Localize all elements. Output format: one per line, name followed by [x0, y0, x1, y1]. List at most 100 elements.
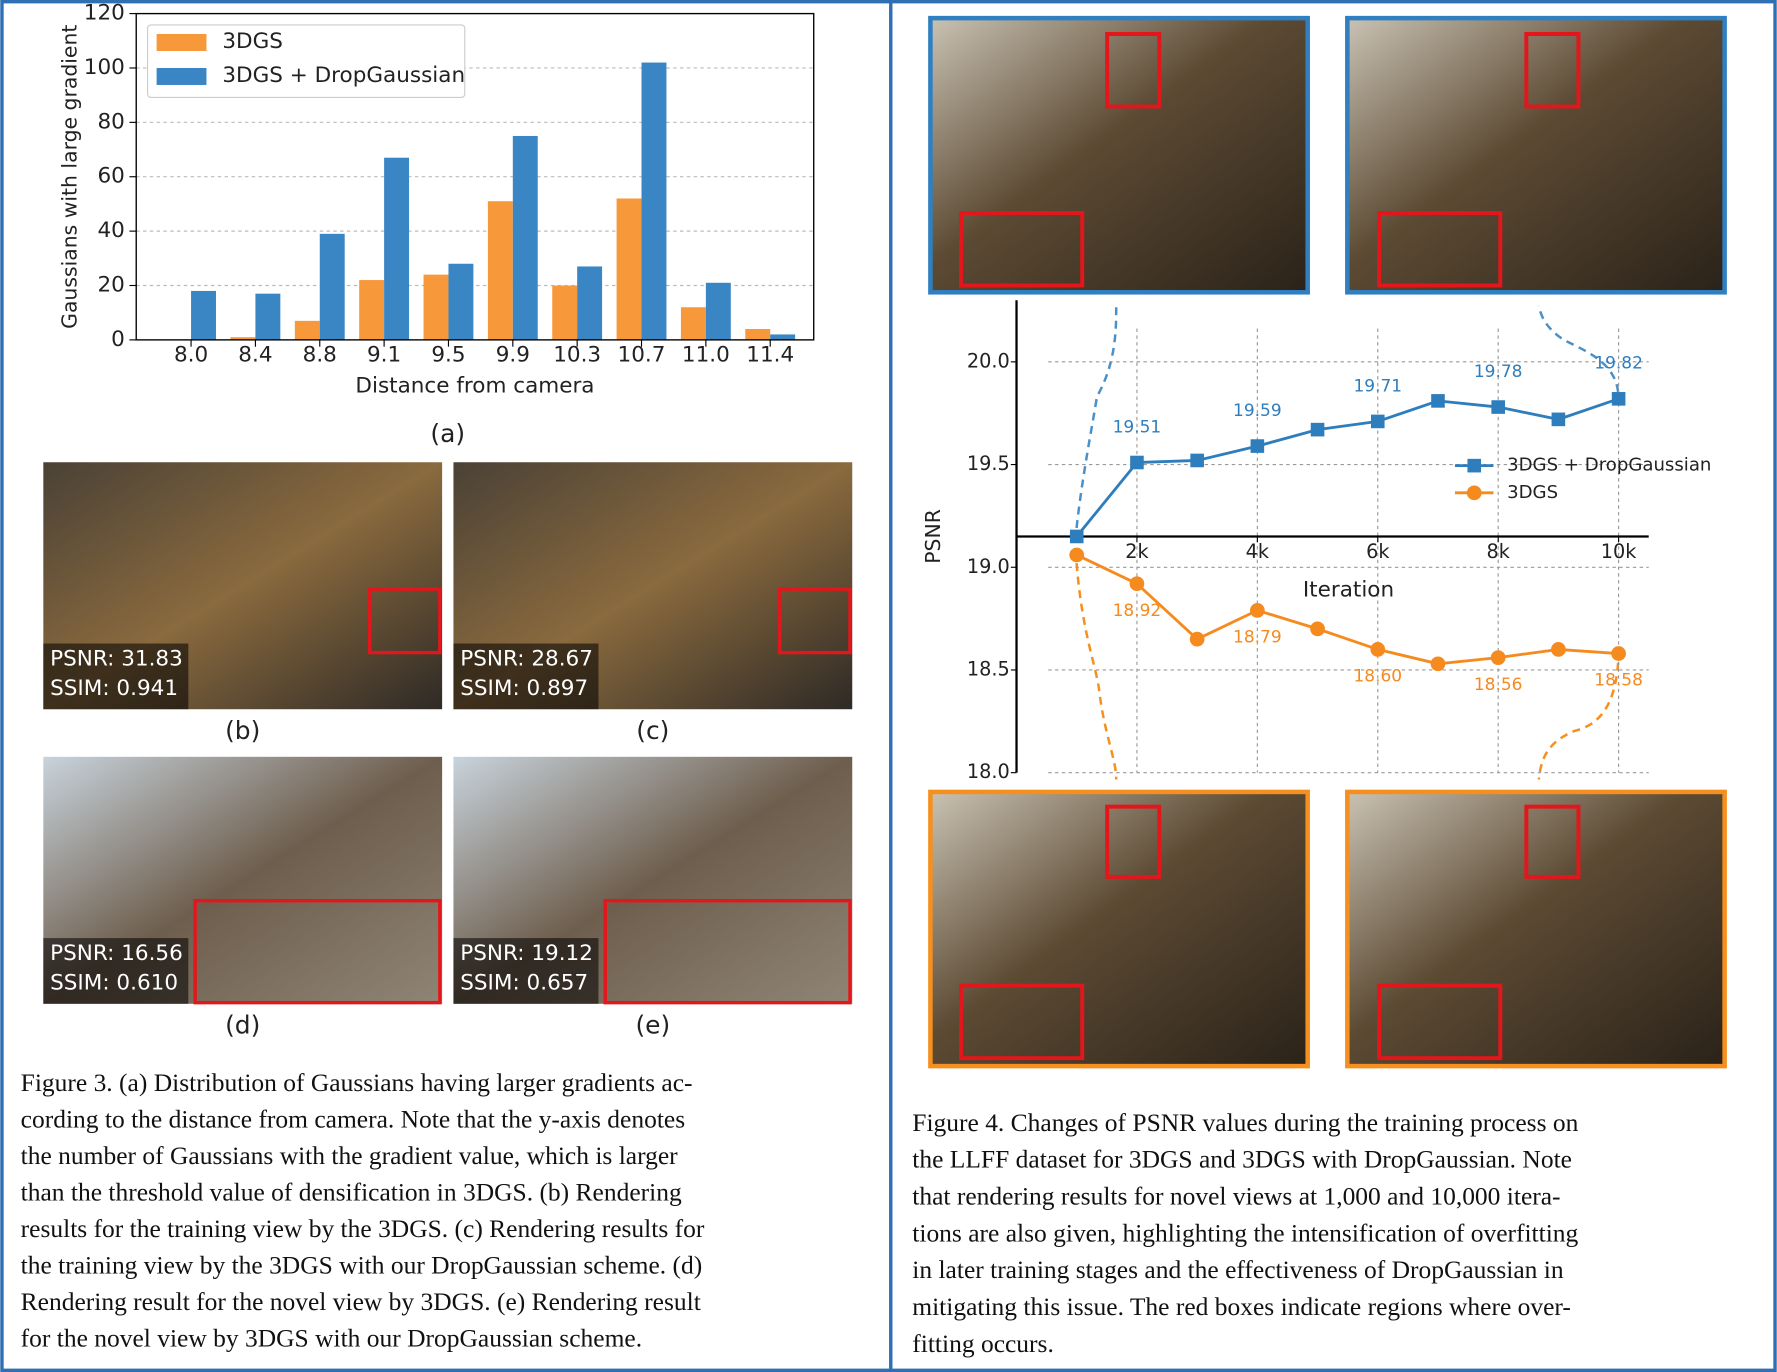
y-tick-label: 100: [84, 55, 125, 80]
bar: [384, 157, 410, 340]
y-tick-label: 60: [98, 164, 125, 189]
legend-swatch: [156, 33, 207, 51]
overlay: [453, 938, 599, 1004]
psnr: PSNR: 19.12: [460, 941, 593, 966]
caption-line: cording to the distance from camera. Not…: [21, 1105, 686, 1134]
bar: [255, 293, 281, 340]
legend-label: 3DGS + DropGaussian: [222, 63, 465, 88]
marker: [1491, 400, 1505, 414]
red-box: [1524, 804, 1581, 879]
bar: [423, 274, 449, 340]
value-label: 19.51: [1113, 417, 1162, 437]
psnr: PSNR: 16.56: [50, 941, 183, 966]
bar: [641, 62, 667, 340]
red-box: [778, 587, 852, 655]
caption-line: in later training stages and the effecti…: [912, 1255, 1564, 1284]
bar: [552, 285, 578, 340]
caption-line: fitting occurs.: [912, 1329, 1054, 1358]
marker: [1069, 547, 1085, 563]
bar: [745, 329, 771, 340]
marker: [1069, 529, 1084, 544]
bar: [487, 201, 513, 340]
caption-line: mitigating this issue. The red boxes ind…: [912, 1292, 1571, 1321]
caption-fig3: Figure 3. (a) Distribution of Gaussians …: [21, 1068, 705, 1352]
marker: [1190, 453, 1204, 468]
photo-d: PSNR: 16.56 SSIM: 0.610: [43, 756, 443, 1005]
x-tick-label: 4k: [1246, 540, 1270, 563]
caption-line: the training view by the 3DGS with our D…: [21, 1251, 703, 1280]
x-tick-label: 9.5: [431, 343, 465, 368]
panel-label: (d): [225, 1010, 260, 1039]
x-tick-label: 8.0: [174, 343, 208, 368]
marker: [1129, 576, 1145, 592]
arrow: [1075, 562, 1118, 780]
y-tick-label: 80: [98, 109, 125, 134]
legend-label: 3DGS: [1507, 482, 1558, 503]
y-tick-label: 20.0: [967, 349, 1010, 372]
marker: [1250, 439, 1265, 453]
marker: [1490, 650, 1506, 666]
red-box: [1105, 804, 1162, 879]
x-tick-label: 10k: [1601, 540, 1637, 563]
x-tick-label: 8.8: [303, 343, 337, 368]
red-box: [193, 898, 442, 1005]
x-tick-label: 8k: [1486, 540, 1510, 563]
value-label: 19.71: [1353, 376, 1402, 396]
y-axis-label: Gaussians with large gradient: [58, 25, 82, 329]
x-tick-label: 11.0: [682, 343, 730, 368]
bar: [230, 337, 256, 340]
photo-c: PSNR: 28.67 SSIM: 0.897: [453, 462, 853, 710]
y-tick-label: 18.5: [967, 657, 1010, 680]
red-box: [959, 983, 1085, 1061]
red-box: [603, 898, 852, 1005]
marker: [1370, 414, 1385, 429]
marker: [1551, 412, 1566, 427]
overlay: [43, 938, 189, 1004]
bar: [680, 307, 706, 340]
x-tick-label: 6k: [1366, 540, 1390, 563]
marker: [1189, 631, 1205, 647]
x-tick-label: 9.9: [496, 343, 530, 368]
bar: [359, 280, 385, 340]
bar: [705, 282, 731, 340]
photo: [1345, 15, 1727, 295]
y-tick-label: 18.0: [967, 760, 1010, 783]
red-box: [1377, 211, 1503, 288]
red-box: [1377, 983, 1503, 1061]
overlay: [453, 643, 599, 710]
marker: [1310, 422, 1325, 437]
panel-label: (b): [225, 716, 260, 745]
line: [1075, 397, 1620, 538]
caption-line: Figure 4. Changes of PSNR values during …: [912, 1108, 1578, 1137]
caption-fig4: Figure 4. Changes of PSNR values during …: [912, 1108, 1578, 1358]
legend-label: 3DGS + DropGaussian: [1507, 455, 1711, 476]
y-tick-label: 120: [84, 1, 125, 26]
marker: [1611, 646, 1626, 661]
legend-marker: [1467, 458, 1482, 473]
overlay: [43, 643, 189, 710]
value-label: 18.56: [1474, 675, 1523, 695]
x-tick-label: 8.4: [238, 343, 272, 368]
value-label: 18.79: [1233, 628, 1282, 648]
legend-swatch: [156, 67, 207, 85]
value-label: 19.82: [1594, 354, 1643, 374]
bar: [319, 233, 345, 340]
panel-label: (e): [635, 1010, 670, 1039]
photo: [928, 789, 1310, 1069]
x-tick-label: 10.7: [618, 343, 666, 368]
ssim: SSIM: 0.657: [460, 970, 588, 995]
marker: [1551, 642, 1566, 657]
ssim: SSIM: 0.897: [460, 676, 588, 701]
marker: [1370, 642, 1386, 657]
x-tick-label: 9.1: [367, 343, 401, 368]
panel-label: (a): [430, 419, 465, 448]
bar: [512, 135, 538, 340]
y-tick-label: 0: [111, 327, 125, 352]
dino-photos: [928, 15, 1727, 1069]
x-tick-label: 10.3: [553, 343, 601, 368]
y-tick-label: 20: [98, 273, 125, 298]
ssim: SSIM: 0.941: [50, 676, 178, 701]
marker: [1431, 394, 1445, 408]
psnr: PSNR: 28.67: [460, 646, 593, 671]
